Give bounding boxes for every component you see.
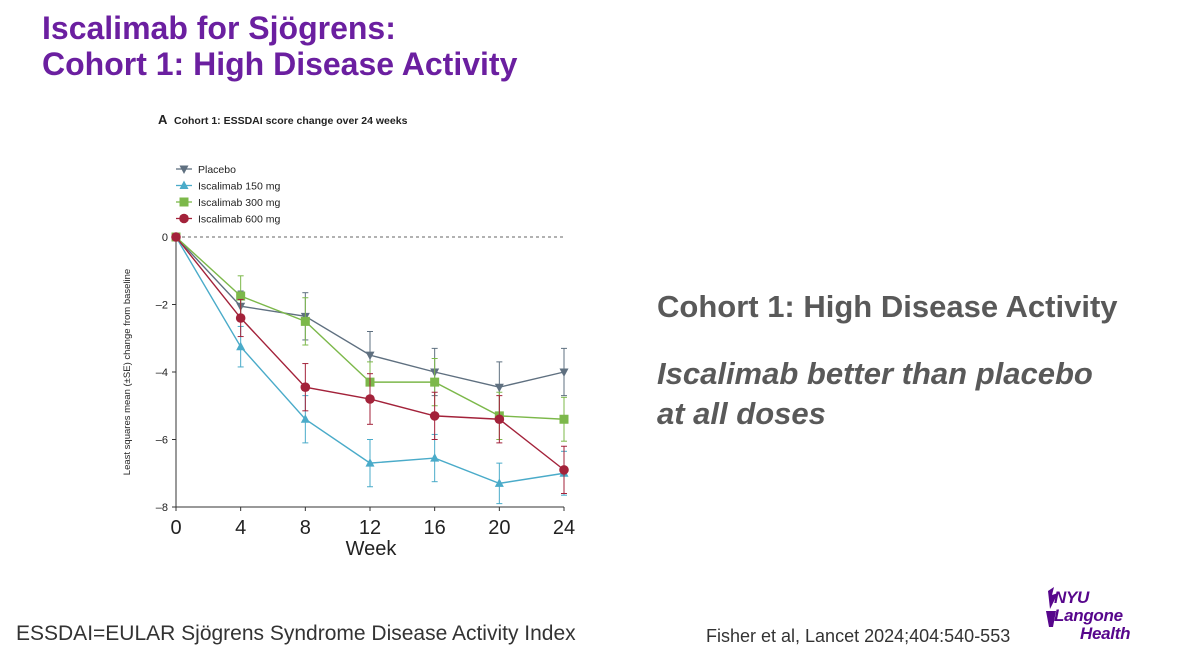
y-axis-label: Least squares mean (±SE) change from bas… <box>122 269 133 475</box>
slide-title-line-2: Cohort 1: High Disease Activity <box>42 46 518 82</box>
data-point <box>559 414 569 424</box>
torch-logo-icon <box>1046 587 1058 627</box>
y-tick-label: –8 <box>156 502 168 514</box>
legend-entry: Placebo <box>176 164 236 176</box>
data-point <box>430 377 440 387</box>
data-point <box>365 394 375 404</box>
logo-line-2: Health <box>1080 624 1131 643</box>
x-tick-label: 8 <box>300 517 311 539</box>
logo-line-1: NYU Langone <box>1054 588 1123 625</box>
series-iscalimab-600-mg <box>171 232 569 494</box>
data-point <box>235 313 246 323</box>
data-point <box>236 291 246 301</box>
data-point <box>494 383 504 393</box>
y-tick-label: –2 <box>156 300 168 312</box>
legend-label: Iscalimab 300 mg <box>198 197 280 209</box>
key-message-conclusion-line-1: Iscalimab better than placebo <box>657 356 1093 391</box>
key-message: Cohort 1: High Disease Activity Iscalima… <box>657 288 1197 434</box>
y-tick-label: –4 <box>156 367 168 379</box>
data-point <box>429 411 440 421</box>
data-point <box>430 453 440 462</box>
abbreviation-footnote: ESSDAI=EULAR Sjögrens Syndrome Disease A… <box>16 622 576 645</box>
data-point <box>300 382 311 392</box>
data-point <box>559 368 569 377</box>
legend-label: Iscalimab 600 mg <box>198 214 280 226</box>
key-message-conclusion: Iscalimab better than placebo at all dos… <box>657 354 1197 434</box>
data-point <box>300 316 310 326</box>
essdai-chart: A Cohort 1: ESSDAI score change over 24 w… <box>108 100 608 570</box>
x-tick-label: 0 <box>170 517 181 539</box>
data-point <box>494 478 504 487</box>
key-message-conclusion-line-2: at all doses <box>657 396 826 431</box>
chart-svg: A Cohort 1: ESSDAI score change over 24 w… <box>122 112 575 560</box>
slide-title-line-1: Iscalimab for Sjögrens: <box>42 10 396 46</box>
chart-title: Cohort 1: ESSDAI score change over 24 we… <box>174 115 408 127</box>
x-tick-label: 24 <box>553 517 575 539</box>
legend-entry: Iscalimab 150 mg <box>176 180 280 193</box>
key-message-heading: Cohort 1: High Disease Activity <box>657 289 1118 324</box>
legend-label: Iscalimab 150 mg <box>198 181 280 193</box>
x-tick-label: 16 <box>424 517 446 539</box>
legend-entry: Iscalimab 300 mg <box>176 197 280 209</box>
nyu-langone-logo: NYU Langone Health <box>1040 583 1160 643</box>
data-point <box>236 341 246 351</box>
data-point <box>365 351 375 361</box>
citation: Fisher et al, Lancet 2024;404:540-553 <box>706 626 1011 646</box>
data-point <box>365 458 375 467</box>
legend-entry: Iscalimab 600 mg <box>176 214 280 226</box>
x-tick-label: 4 <box>235 517 246 539</box>
logo-wordmark: NYU Langone Health <box>1054 589 1160 643</box>
chart-panel-label: A <box>158 112 168 127</box>
slide-title: Iscalimab for Sjögrens: Cohort 1: High D… <box>42 10 517 82</box>
data-point <box>494 414 505 425</box>
data-point <box>559 465 569 475</box>
x-axis-label: Week <box>346 538 398 560</box>
legend-marker <box>179 180 189 189</box>
y-tick-label: 0 <box>162 232 168 244</box>
x-tick-label: 12 <box>359 517 381 539</box>
y-tick-label: –6 <box>156 435 168 447</box>
legend-label: Placebo <box>198 164 236 176</box>
data-point <box>300 414 310 423</box>
x-tick-label: 20 <box>488 517 510 539</box>
legend-marker <box>179 165 189 174</box>
data-point <box>171 232 181 242</box>
legend-marker <box>179 213 189 224</box>
legend-marker <box>179 197 189 207</box>
